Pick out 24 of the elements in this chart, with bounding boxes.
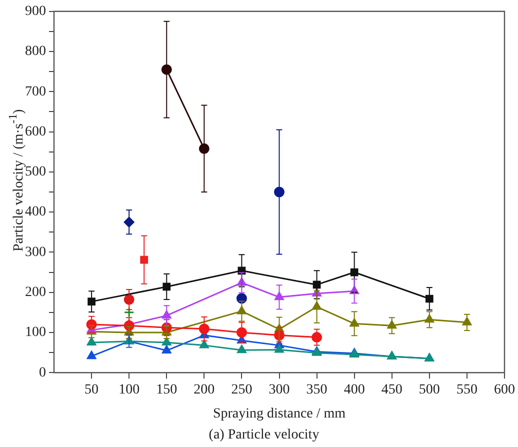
x-tick-label: 100 [118, 382, 140, 398]
y-tick-label: 900 [25, 4, 46, 20]
x-tick-label: 50 [84, 382, 99, 398]
x-tick-label: 150 [156, 382, 178, 398]
y-tick-label: 700 [25, 84, 46, 100]
x-tick-label: 300 [268, 382, 290, 398]
text: (a) Particle velocity [208, 427, 320, 442]
y-tick-label: 300 [25, 244, 46, 260]
y-tick-label: 200 [25, 285, 46, 300]
y-tick-label: 500 [25, 164, 46, 180]
x-tick-label: 250 [231, 382, 252, 398]
x-tick-label: 500 [418, 382, 440, 398]
x-tick-label: 450 [381, 382, 402, 398]
x-tick-label: 600 [494, 382, 515, 398]
y-tick-label: 600 [25, 124, 46, 140]
x-tick-label: 400 [344, 382, 365, 398]
x-tick-label: 200 [194, 382, 215, 398]
y-tick-label: 100 [25, 325, 46, 340]
x-tick-label: 350 [306, 382, 328, 398]
x-axis-title: Spraying distance / mm [212, 406, 346, 422]
y-tick-label: 0 [39, 365, 46, 380]
x-tick-label: 550 [456, 382, 478, 398]
y-tick-label: 800 [25, 44, 46, 60]
y-tick-label: 400 [25, 204, 46, 220]
